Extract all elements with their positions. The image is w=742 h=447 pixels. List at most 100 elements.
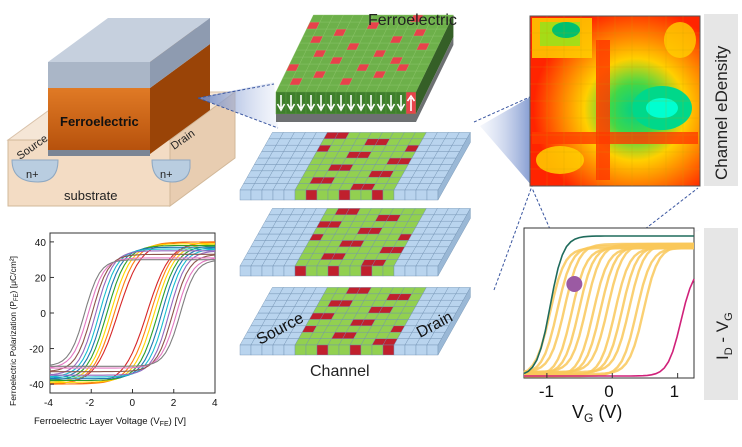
gate-top [48, 18, 210, 62]
channel-side [437, 286, 471, 356]
pv-ylabel-main: Ferroelectric Polarization (P [8, 301, 18, 406]
channel-front-cell [239, 189, 252, 201]
gate-oxide [48, 150, 150, 156]
channel-front-cell [261, 189, 274, 201]
channel-front-cell [349, 265, 362, 277]
channel-front-cell [305, 344, 318, 356]
channel-front-cell [239, 344, 252, 356]
fe-side [416, 15, 454, 114]
channel-front-cell [283, 344, 296, 356]
channel-front-cell [360, 344, 373, 356]
polarization-down-arrow [366, 95, 376, 112]
channel-front-cell [349, 344, 362, 356]
channel-front-cell [294, 189, 307, 201]
channel-front-cell [294, 265, 307, 277]
substrate-label: substrate [64, 188, 117, 203]
polarization-down-arrow [306, 95, 316, 112]
fe-side [150, 44, 210, 154]
channel-front-cell [283, 265, 296, 277]
channel-front-cell [250, 265, 263, 277]
pv-ytick-label: -40 [29, 380, 44, 391]
channel-front-cell [305, 265, 318, 277]
ferroelectric-layer [275, 14, 454, 122]
channel-front-cell [349, 189, 362, 201]
channel-front-cell [261, 265, 274, 277]
channel-front-cell [426, 189, 439, 201]
channel-front-cell [294, 344, 307, 356]
device-schematic [6, 18, 237, 207]
id-vg-xlabel: VG (V) [572, 402, 622, 425]
pv-xlabel: Ferroelectric Layer Voltage (VFE) [V] [34, 416, 186, 428]
pv-xtick-label: -2 [85, 398, 94, 409]
channel-front-cell [415, 344, 428, 356]
pv-xtick-label: -4 [44, 398, 53, 409]
channel-front-cell [316, 265, 329, 277]
channel-side [437, 207, 471, 277]
channel-front-cell [404, 344, 417, 356]
id-vg-plot: -1 0 1 [523, 227, 695, 401]
channel-front-cell [393, 265, 406, 277]
pv-ytick-label: 40 [35, 238, 47, 249]
channel-label: Channel [310, 363, 370, 380]
channel-front-cell [272, 189, 285, 201]
channel-front-cell [272, 265, 285, 277]
pv-branch-rising [50, 254, 216, 373]
channel-front-cell [283, 189, 296, 201]
pv-ytick-label: 20 [35, 273, 47, 284]
n-plus-right-region [151, 159, 191, 183]
pv-ylabel: Ferroelectric Polarization (PFE) [μC/cm²… [8, 256, 20, 406]
id-vg-curve-teal [523, 235, 694, 375]
fe-slab [275, 14, 454, 122]
channel-front-cell [415, 189, 428, 201]
channel-front-cell [305, 189, 318, 201]
pv-xlabel-main: Ferroelectric Layer Voltage (V [34, 416, 160, 427]
operating-point-marker [566, 276, 583, 292]
polarization-down-arrow [316, 95, 326, 112]
channel-front-cell [327, 189, 340, 201]
gate-side [150, 18, 210, 88]
id-vg-xtick-label: -1 [539, 382, 554, 401]
polarization-down-arrow [326, 95, 336, 112]
polarization-down-arrow [336, 95, 346, 112]
zoom-beam-density [480, 96, 532, 186]
channel-layer [239, 286, 471, 356]
density-side-label: Channel eDensity [712, 45, 731, 180]
density-side-tab [704, 14, 738, 186]
id-vg-curve-magenta [524, 278, 695, 377]
polarization-down-arrow [376, 95, 386, 112]
polarization-down-arrow [346, 95, 356, 112]
id-vg-xtick-label: 0 [604, 382, 613, 401]
channel-front-cell [360, 265, 373, 277]
channel-front-cell [316, 189, 329, 201]
channel-front-cell [327, 344, 340, 356]
n-plus-left-label: n+ [26, 169, 39, 181]
n-plus-left-region [11, 159, 59, 183]
channel-front-cell [382, 344, 395, 356]
channel-front-cell [272, 344, 285, 356]
channel-front-cell [371, 344, 384, 356]
zoom-line-b [197, 97, 279, 129]
channel-front-cell [382, 265, 395, 277]
channel-front-cell [239, 265, 252, 277]
pv-xlabel-end: ) [V] [169, 416, 186, 427]
polarization-down-arrow [396, 95, 406, 112]
pv-branch-falling [49, 257, 215, 368]
id-vg-curve [524, 242, 694, 374]
channel-front-cell [404, 265, 417, 277]
density-grid [530, 16, 700, 186]
id-vg-side-label: ID - VG [713, 312, 735, 360]
polarization-down-arrow [356, 95, 366, 112]
n-plus-right-label: n+ [160, 169, 173, 181]
pv-ylabel-sub: FE [14, 293, 20, 301]
zoom-beam-device [198, 82, 278, 128]
channel-front-cell [338, 344, 351, 356]
fe-layer-title: Ferroelectric [368, 12, 457, 29]
channel-front-cell [371, 265, 384, 277]
gate-front [48, 62, 150, 88]
channel-front-cell [393, 189, 406, 201]
polarization-up-arrow [406, 94, 416, 111]
channel-layers [239, 131, 471, 356]
channel-layer [239, 131, 471, 201]
